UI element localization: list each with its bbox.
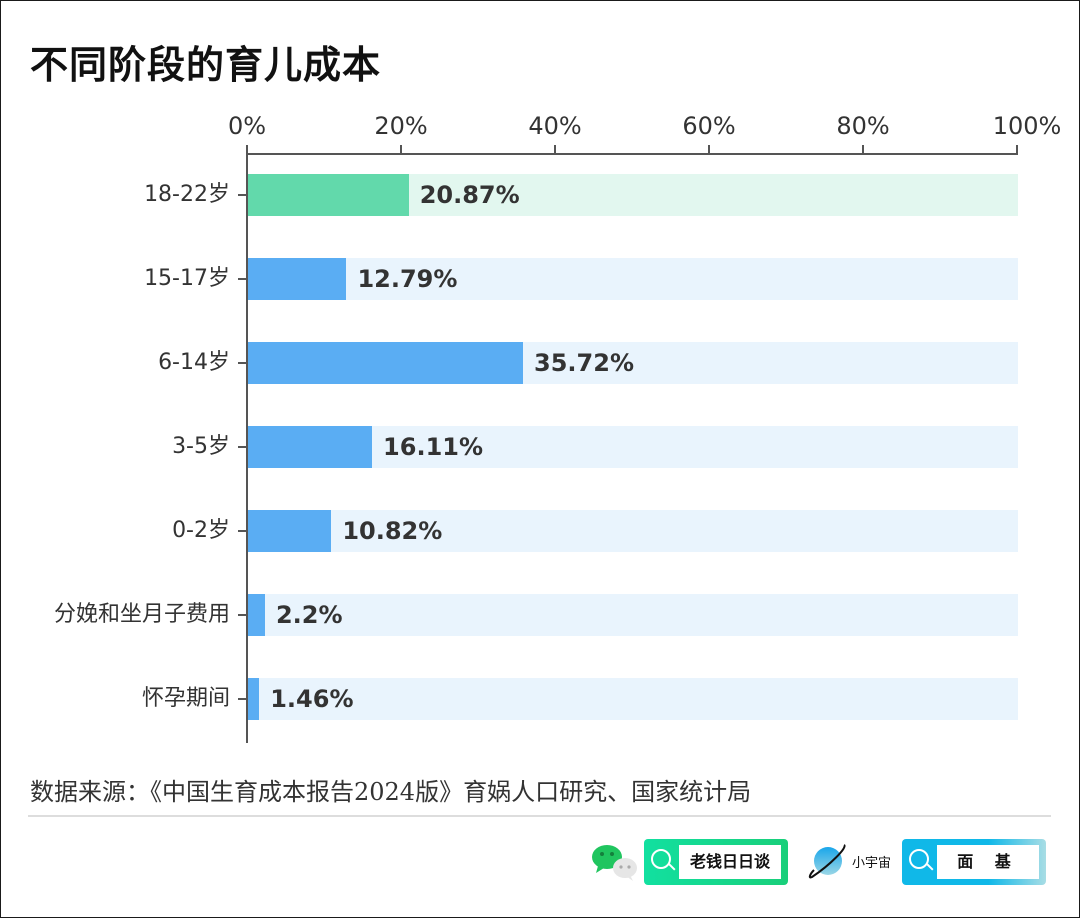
y-tick-mark [238, 278, 247, 280]
search-icon [909, 849, 929, 869]
bar-row: 6-14岁 35.72% [0, 342, 1080, 384]
bar [248, 510, 332, 552]
bar-row: 分娩和坐月子费用 2.2% [0, 594, 1080, 636]
x-axis-line [247, 153, 1018, 155]
y-tick-mark [238, 698, 247, 700]
wechat-icon [592, 845, 637, 881]
x-tick-mark [246, 145, 248, 154]
bar-track [248, 678, 1018, 720]
y-tick-mark [238, 194, 247, 196]
y-axis-line [246, 153, 248, 743]
wechat-account-name: 老钱日日谈 [679, 845, 781, 879]
y-tick-mark [238, 614, 247, 616]
category-label: 怀孕期间 [141, 686, 230, 711]
value-label: 12.79% [357, 265, 458, 293]
bar-row: 0-2岁 10.82% [0, 510, 1080, 552]
x-tick-label: 60% [682, 112, 736, 140]
category-label: 分娩和坐月子费用 [53, 602, 230, 627]
source-note: 数据来源：《中国生育成本报告2024版》育娲人口研究、国家统计局 [30, 778, 752, 806]
wechat-search-badge[interactable]: 老钱日日谈 [644, 839, 788, 885]
divider [28, 815, 1051, 817]
bar [248, 678, 260, 720]
x-tick-label: 0% [227, 112, 267, 140]
bar [248, 342, 524, 384]
y-tick-mark [238, 446, 247, 448]
x-tick-label: 80% [836, 112, 890, 140]
planet-icon [808, 844, 846, 879]
bar [248, 594, 265, 636]
x-tick-mark [862, 145, 864, 154]
bar-row: 3-5岁 16.11% [0, 426, 1080, 468]
chart-title: 不同阶段的育儿成本 [30, 43, 382, 87]
bar-row: 怀孕期间 1.46% [0, 678, 1080, 720]
value-label: 1.46% [270, 685, 354, 713]
bar-row: 18-22岁 20.87% [0, 174, 1080, 216]
bar-track [248, 426, 1018, 468]
y-tick-mark [238, 530, 247, 532]
category-label: 3-5岁 [172, 434, 230, 459]
x-tick-mark [554, 145, 556, 154]
search-icon [651, 849, 671, 869]
x-tick-label: 20% [374, 112, 428, 140]
bar [248, 258, 347, 300]
x-tick-label: 100% [992, 112, 1062, 140]
bar-row: 15-17岁 12.79% [0, 258, 1080, 300]
x-tick-mark [708, 145, 710, 154]
bar [248, 426, 373, 468]
y-tick-mark [238, 362, 247, 364]
bar [248, 174, 409, 216]
value-label: 35.72% [534, 349, 634, 377]
x-tick-mark [400, 145, 402, 154]
x-tick-mark [1016, 145, 1018, 154]
value-label: 20.87% [419, 181, 520, 209]
category-label: 0-2岁 [172, 518, 230, 543]
value-label: 16.11% [383, 433, 484, 461]
category-label: 15-17岁 [144, 266, 230, 291]
category-label: 6-14岁 [158, 350, 230, 375]
value-label: 10.82% [342, 517, 443, 545]
podcast-platform-label: 小宇宙 [852, 856, 892, 871]
podcast-search-badge[interactable]: 面 基 [902, 839, 1046, 885]
x-tick-label: 40% [528, 112, 582, 140]
bar-track [248, 510, 1018, 552]
bar-track [248, 594, 1018, 636]
value-label: 2.2% [275, 601, 343, 629]
bar-track [248, 258, 1018, 300]
category-label: 18-22岁 [144, 182, 230, 207]
podcast-account-name: 面 基 [937, 845, 1039, 879]
